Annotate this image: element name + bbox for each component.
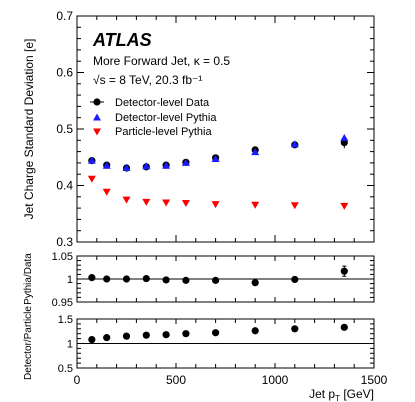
detector-pythia-point xyxy=(87,156,96,164)
legend-detector-pythia-marker xyxy=(93,113,101,121)
legend-particle-pythia-marker xyxy=(93,128,101,136)
detector-pythia-point xyxy=(181,158,190,166)
x-axis-label-unit: [GeV] xyxy=(340,387,374,401)
particle-pythia-point xyxy=(251,201,260,209)
legend-detector-pythia-label: Detector-level Pythia xyxy=(115,112,217,124)
ratio2-y-axis-label: Detector/Particle xyxy=(23,306,34,380)
main-y-tick-label: 0.7 xyxy=(56,9,73,23)
main-y-tick-label: 0.4 xyxy=(56,179,73,193)
x-axis-label: Jet pT [GeV] xyxy=(309,387,374,402)
particle-pythia-point xyxy=(340,202,349,210)
detector-pythia-point xyxy=(251,148,260,156)
main-data-marks xyxy=(87,134,349,210)
ratio1-ratio-point xyxy=(251,279,259,287)
ratio1-ratio-point xyxy=(212,276,220,284)
ratio1-ratio-point xyxy=(88,274,96,282)
ratio2-ratio-point xyxy=(122,332,131,340)
detector-pythia-point xyxy=(290,140,299,148)
ratio1-y-tick-label: 1 xyxy=(67,274,73,286)
ratio2-data-marks xyxy=(77,323,374,344)
ratio-panel-detector-particle: 0.5 1 1.5 Detector/Particle xyxy=(23,306,375,380)
ratio2-ratio-point xyxy=(162,331,170,339)
particle-pythia-point xyxy=(102,188,111,196)
ratio-panel-pythia-data: 0.95 1 1.05 Pythia/Data xyxy=(23,251,375,309)
ratio2-y-tick-label: 0.5 xyxy=(58,363,73,375)
particle-pythia-point xyxy=(162,199,171,207)
ratio1-ratio-point xyxy=(162,276,170,284)
ratio2-ratio-point xyxy=(142,331,150,339)
ratio1-ratio-point xyxy=(122,275,131,283)
ratio2-ratio-point xyxy=(212,329,220,337)
particle-pythia-point xyxy=(290,202,299,210)
main-y-tick-label: 0.5 xyxy=(56,122,73,136)
legend-entry-data: Detector-level Data xyxy=(90,97,210,109)
info-line-2: √s = 8 TeV, 20.3 fb⁻¹ xyxy=(93,73,202,87)
legend: Detector-level Data Detector-level Pythi… xyxy=(90,97,217,138)
ratio2-ratio-point xyxy=(291,325,299,333)
legend-entry-particle-pythia: Particle-level Pythia xyxy=(93,126,212,138)
ratio2-ratio-point xyxy=(88,335,96,344)
main-panel: 0.3 0.4 0.5 0.6 0.7 Jet Charge Standard Devi… xyxy=(22,9,375,249)
ratio2-ratio-point xyxy=(182,330,190,338)
detector-pythia-point xyxy=(122,163,131,171)
detector-pythia-point xyxy=(142,162,151,170)
detector-pythia-point xyxy=(162,161,171,169)
ratio1-y-axis-label: Pythia/Data xyxy=(23,253,34,305)
detector-pythia-point xyxy=(211,154,220,162)
particle-pythia-point xyxy=(181,200,190,208)
ratio1-ratio-point xyxy=(103,275,111,283)
ratio1-ratio-point xyxy=(142,274,150,283)
detector-pythia-point xyxy=(102,161,111,169)
x-axis-ticks: 0 500 1000 1500 xyxy=(74,373,388,387)
main-y-axis-label: Jet Charge Standard Deviation [e] xyxy=(22,39,36,220)
legend-entry-detector-pythia: Detector-level Pythia xyxy=(93,112,217,124)
legend-particle-pythia-label: Particle-level Pythia xyxy=(115,126,212,138)
ratio1-ratio-point xyxy=(340,267,348,275)
main-y-tick-label: 0.3 xyxy=(56,235,73,249)
ratio2-y-tick-label: 1.5 xyxy=(58,314,73,326)
particle-pythia-point xyxy=(211,201,220,209)
x-tick-label: 1000 xyxy=(262,373,289,387)
legend-data-marker xyxy=(93,98,101,106)
ratio1-y-ticks: 0.95 1 1.05 xyxy=(52,251,375,309)
info-line-1: More Forward Jet, κ = 0.5 xyxy=(93,54,230,68)
x-axis-label-main: Jet p xyxy=(309,387,335,401)
ratio1-data-marks xyxy=(77,265,374,287)
ratio1-y-tick-label: 0.95 xyxy=(52,297,73,309)
x-axis-label-subscript: T xyxy=(335,394,340,402)
ratio2-y-ticks: 0.5 1 1.5 xyxy=(58,314,375,375)
particle-pythia-point xyxy=(142,198,151,206)
ratio1-y-tick-label: 1.05 xyxy=(52,251,73,263)
main-y-ticks: 0.3 0.4 0.5 0.6 0.7 xyxy=(56,9,375,249)
particle-pythia-point xyxy=(122,196,131,204)
legend-data-label: Detector-level Data xyxy=(115,97,210,109)
x-tick-label: 0 xyxy=(74,373,81,387)
ratio2-ratio-point xyxy=(251,327,259,335)
main-y-tick-label: 0.6 xyxy=(56,66,73,80)
ratio2-y-tick-label: 1 xyxy=(67,339,73,351)
x-tick-label: 1500 xyxy=(361,373,388,387)
ratio1-ratio-point xyxy=(182,276,190,284)
x-tick-label: 500 xyxy=(166,373,186,387)
particle-pythia-point xyxy=(87,175,96,183)
ratio2-ratio-point xyxy=(103,334,111,342)
experiment-label: ATLAS xyxy=(92,30,152,50)
ratio1-ratio-point xyxy=(291,275,299,284)
ratio2-ratio-point xyxy=(340,323,348,331)
detector-pythia-point xyxy=(340,134,349,142)
